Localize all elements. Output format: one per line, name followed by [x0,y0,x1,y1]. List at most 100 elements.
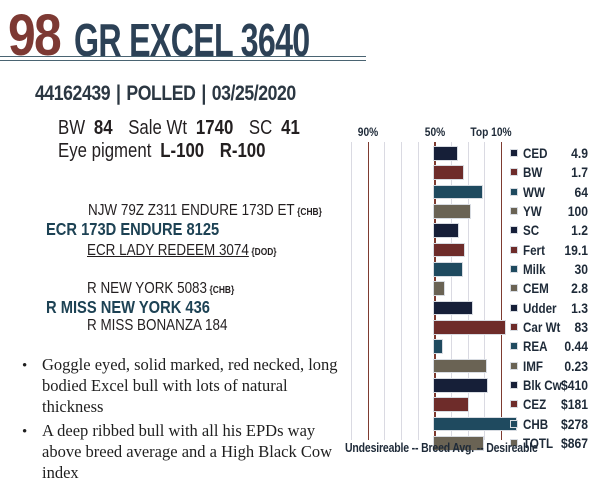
sire-grandsire: NJW 79Z Z311 ENDURE 173D ET {CHB} [88,203,322,221]
note-item: A deep ribbed bull with all his EPDs way… [22,420,344,479]
epd-value-blk-cw: $410 [560,377,588,393]
bw-value: 84 [93,117,113,139]
legend-marker-milk [511,265,517,272]
epd-label-ced: CED [523,146,548,161]
epd-value-ced: 4.9 [571,146,588,161]
grid-line [467,142,469,440]
sire-granddam: ECR LADY REDEEM 3074 {DOD} [87,243,277,261]
epd-bar-totl [434,436,483,450]
note-item: Goggle eyed, solid marked, red necked, l… [22,354,344,417]
sale-wt-value: 1740 [195,117,234,139]
legend-marker-car-wt [511,323,517,330]
epd-value-rea: 0.44 [564,339,588,355]
sc-value: 41 [281,117,300,139]
epd-bar-rea [434,340,442,353]
axis-label-top10pct: Top 10% [470,125,512,139]
legend-marker-yw [511,207,517,214]
eye-pigment-right: R-100 [219,140,266,162]
epd-label-cem: CEM [523,281,549,297]
legend-marker-imf [511,362,517,369]
stats-line-1: BW 84 Sale Wt 1740 SC 41 [58,117,300,140]
separator: | [201,82,206,105]
birth-date: 03/25/2020 [211,82,297,105]
epd-value-udder: 1.3 [571,300,588,316]
grid-line [351,142,352,440]
epd-value-car-wt: 83 [574,319,588,335]
epd-bar-fert [434,243,464,257]
epd-label-sc: SC [523,223,540,239]
axis-label-90pct: 90% [357,125,379,139]
epd-bar-udder [434,301,472,315]
legend-marker-udder [511,304,517,311]
legend-marker-blk-cw [511,381,517,388]
dam-granddam: R MISS BONANZA 184 [87,318,230,336]
epd-value-milk: 30 [574,261,588,277]
epd-value-bw: 1.7 [571,165,588,181]
epd-value-yw: 100 [567,203,588,219]
pedigree-name: R MISS BONANZA 184 [87,317,228,334]
animal-name-title: GR EXCEL 3640 [74,14,310,66]
eye-pigment-label: Eye pigment [58,140,152,162]
epd-value-ww: 64 [574,184,588,200]
epd-value-cez: $181 [560,397,588,413]
epd-value-imf: 0.23 [564,358,588,374]
epd-label-cez: CEZ [523,397,547,413]
epd-label-rea: REA [523,339,548,355]
epd-bar-bw [434,166,463,179]
notes-list: Goggle eyed, solid marked, red necked, l… [22,354,344,479]
pedigree-name: ECR LADY REDEEM 3074 [87,242,249,259]
legend-marker-ced [511,150,517,156]
pedigree-tag: {CHB} [209,285,235,296]
percentile-marker-line [500,142,503,440]
legend-marker-ww [511,188,517,195]
note-text: Goggle eyed, solid marked, red necked, l… [42,355,338,416]
sc-label: SC [248,117,273,139]
epd-value-cem: 2.8 [571,281,588,297]
epd-label-milk: Milk [523,261,546,277]
pedigree-tag: {DOD} [251,247,277,258]
epd-label-car-wt: Car Wt [523,319,561,335]
legend-marker-totl [511,439,517,446]
epd-label-udder: Udder [523,300,557,316]
sire-name: ECR 173D ENDURE 8125 [46,219,220,239]
chart-footer-label: Undesireable -- Breed Avg. -- Desireable [345,441,538,455]
note-text: A deep ribbed bull with all his EPDs way… [42,421,333,479]
stats-line-2: Eye pigment L-100 R-100 [58,140,300,163]
epd-label-bw: BW [523,165,543,181]
epd-bar-sc [434,224,458,237]
epd-bar-ced [434,147,457,160]
lot-number: 98 [8,3,62,68]
horn-status: POLLED [126,82,196,105]
epd-value-chb: $278 [560,416,588,432]
epd-label-yw: YW [523,203,542,219]
epd-label-fert: Fert [523,242,545,258]
dam-name: R MISS NEW YORK 436 [46,297,210,317]
epd-label-blk-cw: Blk Cw [523,377,562,393]
pedigree-name: NJW 79Z Z311 ENDURE 173D ET [88,202,295,219]
epd-bar-chb [434,417,516,431]
epd-label-imf: IMF [523,358,543,374]
pedigree-name: R NEW YORK 5083 [87,280,208,297]
separator: | [116,82,121,105]
epd-bar-cez [434,398,468,411]
legend-marker-chb [511,420,517,427]
legend-marker-fert [511,246,517,253]
legend-marker-cez [511,401,517,408]
epd-bar-blk-cw [434,378,487,392]
grid-line [484,142,486,440]
legend-marker-bw [511,169,517,176]
grid-line [450,142,452,440]
legend-marker-cem [511,285,517,292]
epd-label-chb: CHB [523,416,549,432]
registration-number: 44162439 [35,82,111,105]
percentile-marker-line [367,142,370,440]
epd-label-totl: TOTL [523,435,554,451]
axis-label-50pct: 50% [424,125,446,139]
legend-marker-sc [511,227,517,234]
epd-bar-ww [434,185,482,199]
epd-value-fert: 19.1 [564,242,588,258]
epd-label-ww: WW [523,184,545,200]
